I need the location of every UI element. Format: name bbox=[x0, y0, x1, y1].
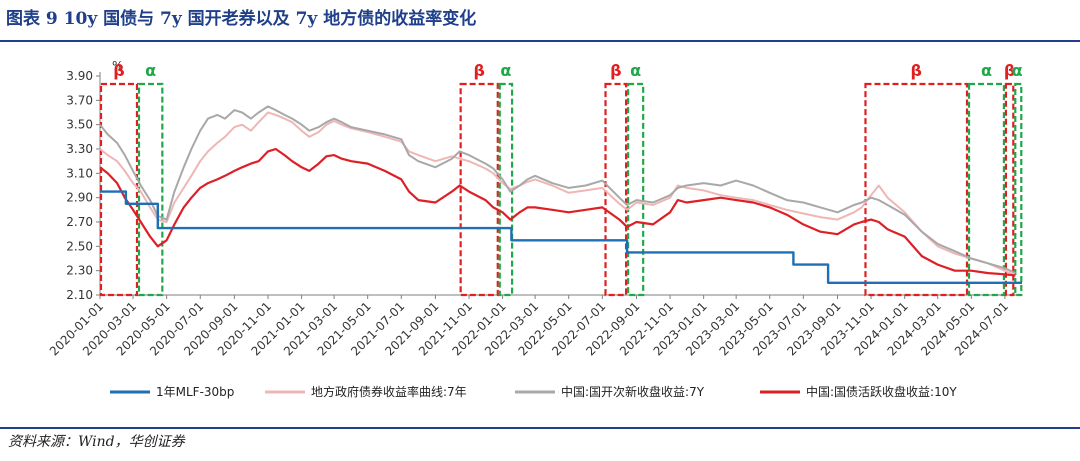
beta-phase-label: β bbox=[911, 61, 922, 80]
alpha-phase-label: α bbox=[981, 61, 992, 80]
y-tick-label: 2.50 bbox=[66, 239, 93, 253]
series-line-local bbox=[99, 111, 1016, 277]
y-tick-label: 3.50 bbox=[66, 118, 93, 132]
beta-phase-box bbox=[1004, 82, 1015, 297]
axis-layer: % 3.90 3.70 3.50 3.30 3.10 2.90 2.70 2.50 2.30 2.1… bbox=[47, 59, 1022, 358]
y-tick-label: 3.30 bbox=[66, 142, 93, 156]
alpha-phase-box bbox=[967, 82, 1006, 297]
alpha-phase-label: α bbox=[1012, 61, 1023, 80]
alpha-phase-box bbox=[626, 82, 645, 297]
y-tick-label: 2.30 bbox=[66, 264, 93, 278]
alpha-phase-box bbox=[1014, 82, 1023, 297]
figure-title: 图表 9 10y 国债与 7y 国开老券以及 7y 地方债的收益率变化 bbox=[6, 9, 477, 29]
yield-chart: % 3.90 3.70 3.50 3.30 3.10 2.90 2.70 2.50 2.30 2.1… bbox=[47, 59, 1023, 399]
legend-label-local: 地方政府债券收益率曲线:7年 bbox=[311, 384, 467, 399]
title-rule bbox=[0, 40, 1080, 42]
beta-phase-box bbox=[99, 82, 139, 297]
legend-label-tgb: 中国:国债活跃收盘收益:10Y bbox=[806, 384, 957, 399]
y-tick-label: 3.70 bbox=[66, 93, 93, 107]
alpha-phase-label: α bbox=[630, 61, 641, 80]
series-line-tgb bbox=[99, 147, 1016, 277]
y-tick-label: 3.10 bbox=[66, 166, 93, 180]
series-line-mlf bbox=[100, 190, 1022, 284]
series-line-cdb bbox=[99, 105, 1016, 275]
beta-phase-label: β bbox=[113, 61, 124, 80]
phase-labels: β α β α β α β α βα bbox=[113, 61, 1022, 80]
beta-phase-label: β bbox=[473, 61, 484, 80]
alpha-phase-label: α bbox=[145, 61, 156, 80]
alpha-phase-label: α bbox=[500, 61, 511, 80]
beta-phase-label: β bbox=[1004, 61, 1015, 80]
y-tick-label: 2.70 bbox=[66, 215, 93, 229]
y-unit-label: % bbox=[112, 59, 123, 73]
legend: 1年MLF-30bp 地方政府债券收益率曲线:7年 中国:国开次新收盘收益:7Y 中国… bbox=[110, 384, 957, 399]
beta-phase-box bbox=[864, 82, 969, 297]
legend-label-mlf: 1年MLF-30bp bbox=[156, 385, 234, 399]
beta-phase-box bbox=[459, 82, 499, 297]
y-tick-label: 3.90 bbox=[66, 69, 93, 83]
source-note: 资料来源：Wind，华创证券 bbox=[8, 434, 185, 450]
beta-phase-label: β bbox=[610, 61, 621, 80]
legend-label-cdb: 中国:国开次新收盘收益:7Y bbox=[561, 384, 705, 399]
series-layer bbox=[99, 105, 1022, 284]
source-rule bbox=[0, 427, 1080, 429]
y-tick-label: 2.10 bbox=[66, 288, 93, 302]
beta-phase-box bbox=[604, 82, 628, 297]
y-tick-label: 2.90 bbox=[66, 191, 93, 205]
